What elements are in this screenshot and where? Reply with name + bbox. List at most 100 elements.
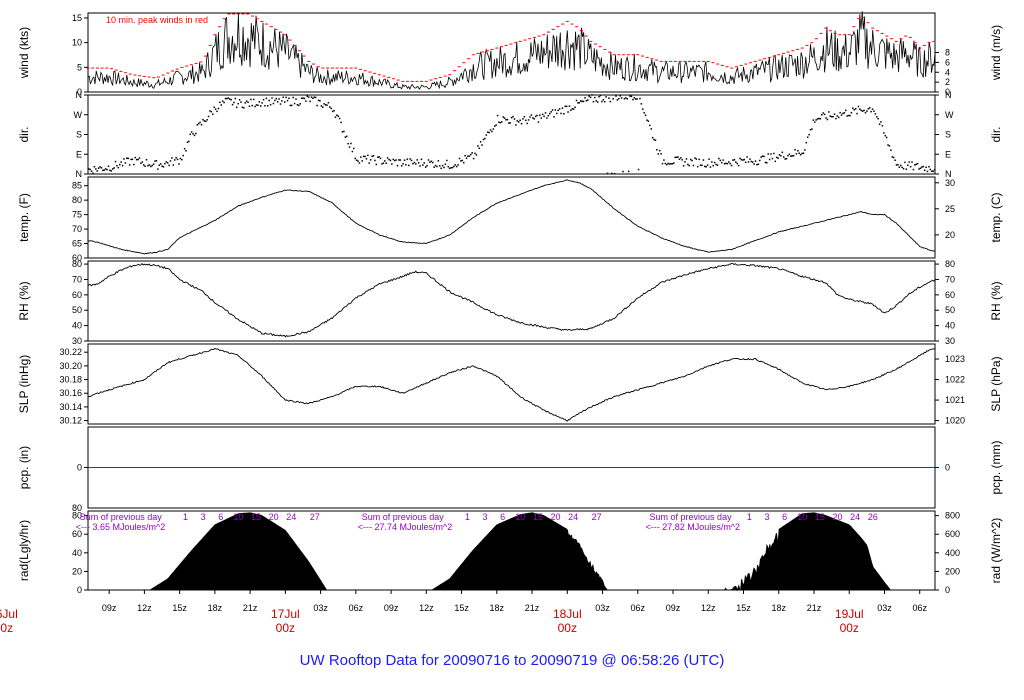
dir-point bbox=[668, 163, 671, 165]
dir-point bbox=[144, 165, 146, 168]
dir-point bbox=[556, 112, 558, 115]
dir-point bbox=[306, 95, 309, 97]
ytick-label-slp: 30.14 bbox=[59, 402, 82, 412]
dir-point bbox=[257, 104, 259, 107]
dir-point bbox=[630, 95, 633, 98]
rh-series-line bbox=[87, 262, 936, 338]
dir-point bbox=[164, 162, 166, 165]
dir-point bbox=[169, 160, 172, 162]
dir-point bbox=[505, 118, 507, 121]
ytick-right-label-rad: 800 bbox=[945, 511, 960, 521]
ylabel-rad: rad(Lgly/hr) bbox=[17, 520, 31, 581]
dir-point bbox=[293, 102, 296, 105]
dir-point bbox=[791, 155, 793, 157]
dir-point bbox=[95, 168, 97, 170]
rad-hour-mark: 15 bbox=[251, 512, 261, 522]
dir-point bbox=[539, 114, 541, 116]
dir-point bbox=[878, 123, 881, 125]
dir-point bbox=[510, 116, 513, 119]
dir-point bbox=[276, 101, 279, 103]
dir-point bbox=[629, 95, 631, 97]
dir-point bbox=[778, 154, 781, 156]
dir-point bbox=[718, 157, 720, 160]
dir-point bbox=[322, 106, 324, 108]
dir-point bbox=[398, 159, 400, 161]
dir-point bbox=[925, 166, 927, 169]
dir-point bbox=[701, 164, 703, 167]
panel-frame-rh bbox=[87, 260, 936, 342]
ytick-label-pcp: 0 bbox=[77, 463, 82, 473]
dir-point bbox=[489, 129, 492, 131]
dir-point bbox=[726, 162, 729, 165]
dir-point bbox=[664, 162, 667, 165]
dir-point bbox=[369, 159, 372, 161]
dir-point bbox=[585, 99, 588, 102]
dir-point bbox=[557, 109, 559, 112]
dir-point bbox=[773, 152, 775, 155]
dir-point bbox=[815, 119, 817, 121]
dir-point bbox=[290, 104, 293, 107]
dir-point bbox=[873, 110, 875, 112]
dir-point bbox=[932, 170, 934, 173]
dir-point bbox=[828, 111, 830, 113]
dir-point bbox=[296, 104, 299, 106]
dir-point bbox=[696, 165, 699, 168]
dir-point bbox=[582, 100, 585, 103]
ytick-label-slp: 30.18 bbox=[59, 375, 82, 385]
dir-point bbox=[784, 158, 786, 160]
dir-point bbox=[605, 96, 607, 98]
dir-point bbox=[536, 114, 538, 117]
dir-point bbox=[508, 122, 510, 124]
dir-point bbox=[916, 162, 919, 165]
dir-point bbox=[760, 156, 762, 158]
ytick-label-rad: 80 bbox=[72, 511, 82, 521]
ytick-right-label-dir: E bbox=[945, 149, 951, 159]
ylabel-right-dir: dir. bbox=[989, 126, 1003, 142]
dir-point bbox=[733, 158, 736, 161]
dir-point bbox=[274, 99, 276, 102]
dir-point bbox=[742, 159, 744, 161]
dir-point bbox=[840, 114, 843, 116]
dir-point bbox=[637, 168, 640, 171]
dir-point bbox=[519, 119, 521, 122]
ytick-right-label-dir: S bbox=[945, 130, 951, 140]
ytick-label-rad: 20 bbox=[72, 566, 82, 576]
dir-point bbox=[804, 149, 806, 151]
date-label-line2: 00z bbox=[276, 621, 295, 635]
xtick-label: 09z bbox=[666, 603, 681, 613]
dir-point bbox=[406, 158, 409, 160]
dir-point bbox=[119, 163, 121, 166]
dir-point bbox=[172, 164, 175, 166]
dir-point bbox=[427, 159, 430, 161]
dir-point bbox=[399, 159, 402, 161]
ytick-label-rad: 40 bbox=[72, 548, 82, 558]
dir-point bbox=[856, 112, 858, 115]
dir-point bbox=[262, 98, 265, 101]
peak-wind-annotation: 10 min. peak winds in red bbox=[106, 15, 208, 25]
dir-point bbox=[568, 105, 571, 107]
dir-point bbox=[152, 163, 155, 165]
dir-point bbox=[723, 162, 726, 165]
dir-point bbox=[117, 166, 120, 169]
dir-point bbox=[715, 163, 717, 166]
dir-point bbox=[541, 113, 544, 116]
dir-point bbox=[587, 99, 589, 101]
dir-point bbox=[324, 104, 327, 106]
dir-point bbox=[819, 117, 822, 120]
dir-point bbox=[766, 162, 768, 164]
panel-frame-slp bbox=[87, 343, 936, 425]
dir-point bbox=[385, 162, 387, 164]
dir-point bbox=[909, 165, 912, 168]
dir-point bbox=[361, 160, 363, 162]
dir-point bbox=[113, 167, 115, 169]
dir-point bbox=[846, 115, 848, 117]
dir-point bbox=[389, 159, 392, 162]
dir-point bbox=[781, 151, 784, 154]
dir-point bbox=[671, 163, 674, 165]
ytick-label-dir: N bbox=[76, 90, 83, 100]
ytick-label-rad: 60 bbox=[72, 529, 82, 539]
dir-point bbox=[353, 147, 355, 150]
dir-point bbox=[400, 165, 403, 167]
ytick-right-label-rh: 60 bbox=[945, 290, 955, 300]
dir-point bbox=[595, 100, 597, 102]
